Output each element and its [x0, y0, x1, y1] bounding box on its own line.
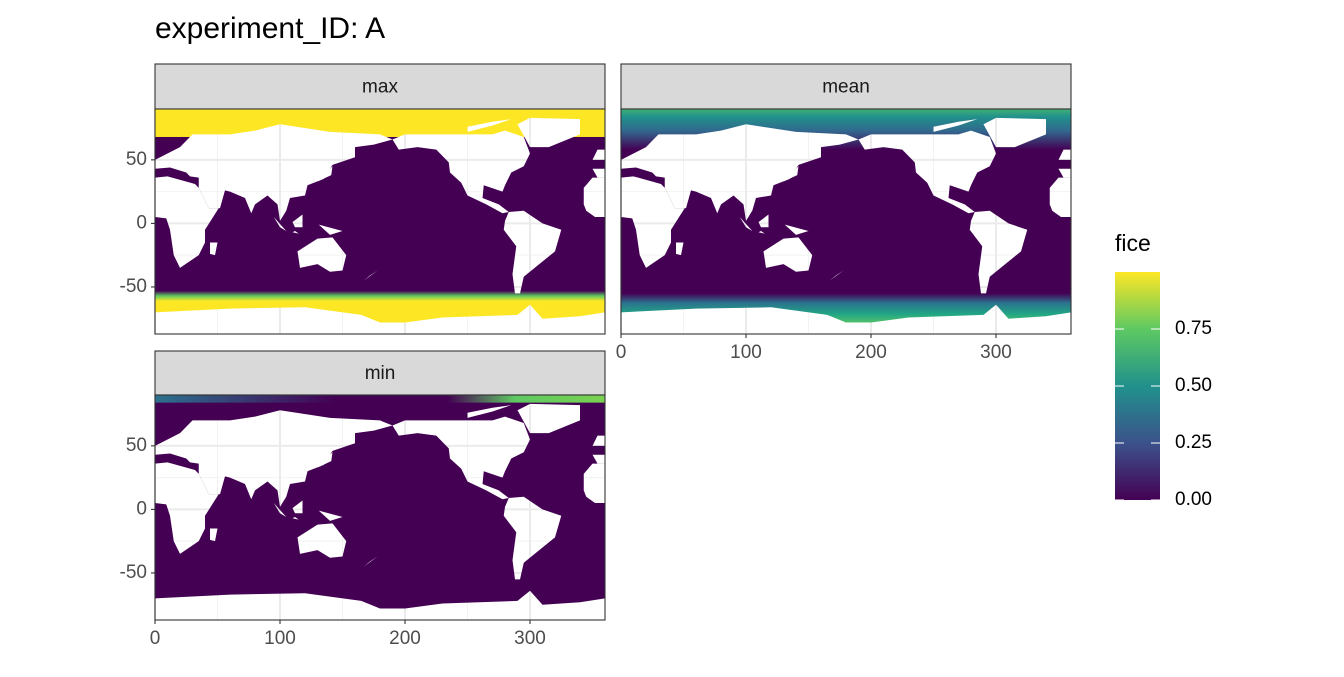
facet-strip: [620, 63, 1072, 110]
sea-ice: [621, 109, 1071, 150]
facet-strip: [154, 63, 606, 110]
sea-ice: [155, 109, 605, 137]
facet-strip: [154, 350, 606, 396]
x-tick-label: 300: [514, 628, 546, 649]
x-tick-label: 300: [980, 342, 1012, 363]
x-tick-label: 100: [730, 342, 762, 363]
facet-label: min: [365, 363, 396, 384]
y-tick-label: 50: [126, 435, 147, 456]
chart-title: experiment_ID: A: [155, 12, 385, 45]
x-tick-label: 200: [855, 342, 887, 363]
panel-border: [154, 394, 606, 621]
x-tick-label: 0: [616, 342, 627, 363]
y-tick-label: 0: [136, 498, 147, 519]
legend-label: 0.25: [1175, 432, 1212, 453]
legend-label: 0.50: [1175, 375, 1212, 396]
x-tick-label: 100: [264, 628, 296, 649]
legend-label: 0.75: [1175, 318, 1212, 339]
legend-label: 0.00: [1175, 489, 1212, 510]
facet-label: max: [362, 77, 398, 98]
facet-label: mean: [822, 77, 870, 98]
legend-title: fice: [1115, 230, 1151, 256]
x-tick-label: 200: [389, 628, 421, 649]
sea-ice: [155, 290, 605, 326]
panel-border: [620, 108, 1072, 335]
ocean: [155, 395, 605, 620]
sea-ice: [155, 395, 605, 403]
raster-field: [155, 109, 605, 334]
y-tick-label: -50: [120, 562, 147, 583]
sea-ice: [621, 293, 1071, 326]
y-tick-label: -50: [120, 276, 147, 297]
y-tick-label: 50: [126, 149, 147, 170]
raster-field: [155, 395, 605, 620]
raster-field: [621, 109, 1071, 334]
y-tick-label: 0: [136, 212, 147, 233]
panel-border: [154, 108, 606, 335]
x-tick-label: 0: [150, 628, 161, 649]
